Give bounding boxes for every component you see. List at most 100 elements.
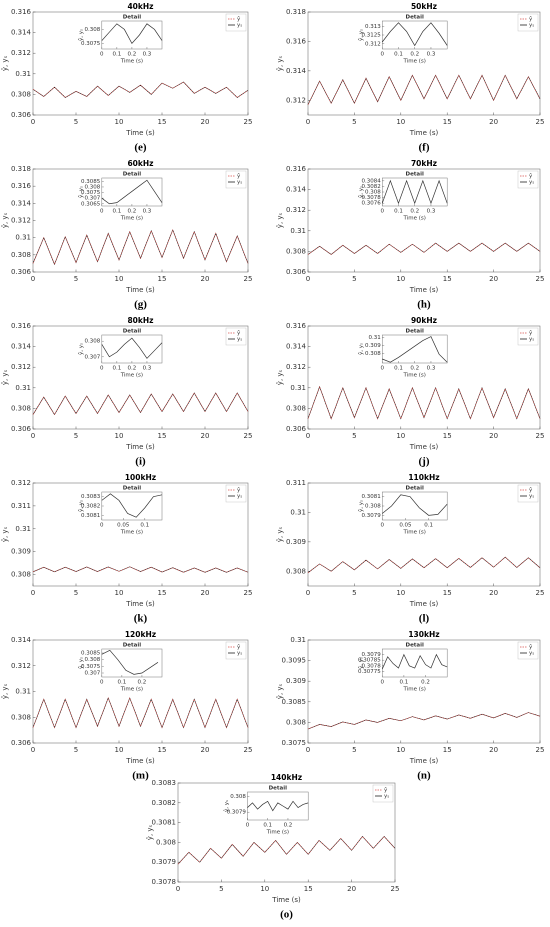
x-tick-label: 10 <box>396 118 405 126</box>
inset-x-tick-label: 0.1 <box>140 523 149 529</box>
inset-title: Detail <box>406 15 425 21</box>
y-tick-label: 0.3081 <box>152 819 177 827</box>
legend-box <box>517 13 539 32</box>
inset-x-tick-label: 0.3 <box>427 366 436 372</box>
legend-label: ŷ <box>529 644 533 651</box>
inset-y-tick-label: 0.309 <box>365 343 381 349</box>
y-tick-label: 0.318 <box>11 165 31 173</box>
x-tick-label: 0 <box>306 746 310 754</box>
x-axis-label: Time (s) <box>125 286 155 294</box>
x-axis-label: Time (s) <box>409 129 439 137</box>
legend-label: yₛ <box>529 337 534 343</box>
y-tick-label: 0.308 <box>286 247 306 255</box>
legend-label: ŷ <box>529 16 533 23</box>
inset-y-label: ŷ, yₛ <box>77 29 84 41</box>
inset-x-tick-label: 0 <box>100 52 104 58</box>
inset-title: Detail <box>406 329 425 335</box>
y-tick-label: 0.314 <box>11 343 32 351</box>
y-tick-label: 0.308 <box>11 571 31 579</box>
x-tick-label: 10 <box>396 275 405 283</box>
panel-label: (o) <box>280 909 293 921</box>
x-tick-label: 25 <box>536 275 545 283</box>
x-tick-label: 5 <box>352 275 356 283</box>
data-line <box>307 712 541 730</box>
y-axis-label: ŷ, yₛ <box>146 824 154 840</box>
legend-box <box>225 13 247 32</box>
panel-label: (l) <box>419 613 430 625</box>
inset-y-tick-label: 0.308 <box>230 794 246 800</box>
x-tick-label: 15 <box>304 885 313 893</box>
x-tick-label: 15 <box>158 746 167 754</box>
x-tick-label: 15 <box>158 275 167 283</box>
panel-label: (n) <box>417 770 431 782</box>
y-axis-label: ŷ, yₛ <box>1 369 9 385</box>
y-tick-label: 0.308 <box>11 90 31 98</box>
inset-title: Detail <box>269 786 288 792</box>
x-tick-label: 5 <box>352 589 356 597</box>
y-axis-label: ŷ, yₛ <box>1 55 9 71</box>
inset-x-tick-label: 0.3 <box>427 52 436 58</box>
legend-box <box>517 327 539 346</box>
y-tick-label: 0.306 <box>11 111 32 119</box>
inset-y-tick-label: 0.3084 <box>361 178 381 184</box>
x-tick-label: 0 <box>176 885 180 893</box>
data-line <box>307 74 541 105</box>
inset-area <box>381 20 448 50</box>
x-tick-label: 25 <box>244 432 253 440</box>
y-tick-label: 0.308 <box>11 404 31 412</box>
y-tick-label: 0.306 <box>286 425 307 433</box>
inset-y-tick-label: 0.31 <box>368 335 380 341</box>
inset-area <box>381 491 448 521</box>
x-tick-label: 25 <box>536 432 545 440</box>
y-tick-label: 0.308 <box>11 251 31 259</box>
legend-box <box>372 784 394 803</box>
inset-y-tick-label: 0.308 <box>85 339 101 345</box>
inset-y-tick-label: 0.3085 <box>81 179 101 185</box>
x-tick-label: 25 <box>391 885 400 893</box>
x-tick-label: 20 <box>201 118 210 126</box>
x-tick-label: 5 <box>74 589 78 597</box>
inset-y-tick-label: 0.3125 <box>361 33 381 39</box>
y-tick-label: 0.312 <box>286 363 306 371</box>
inset-x-tick-label: 0 <box>380 52 384 58</box>
x-tick-label: 15 <box>443 746 452 754</box>
inset-y-tick-label: 0.3083 <box>81 494 101 500</box>
x-tick-label: 5 <box>219 885 223 893</box>
y-tick-label: 0.309 <box>286 538 306 546</box>
chart-title: 110kHz <box>408 473 439 482</box>
inset-y-tick-label: 0.3079 <box>361 652 381 658</box>
x-tick-label: 25 <box>244 118 253 126</box>
data-line <box>177 835 396 865</box>
inset-line <box>101 337 163 359</box>
panel-label: (g) <box>134 299 147 311</box>
inset-y-label: ŷ, yₛ <box>77 343 84 355</box>
x-axis-label: Time (s) <box>409 757 439 765</box>
inset-x-tick-label: 0 <box>380 523 384 529</box>
x-tick-label: 20 <box>489 275 498 283</box>
x-tick-label: 20 <box>489 432 498 440</box>
legend-box <box>517 641 539 660</box>
y-axis-label: ŷ, yₛ <box>276 55 284 71</box>
y-axis-label: ŷ, yₛ <box>276 683 284 699</box>
inset-y-tick-label: 0.308 <box>365 504 381 510</box>
y-tick-label: 0.31 <box>290 508 306 516</box>
y-tick-label: 0.308 <box>286 404 306 412</box>
x-tick-label: 10 <box>396 432 405 440</box>
legend-label: yₛ <box>384 794 389 800</box>
inset-y-tick-label: 0.3081 <box>361 494 380 500</box>
x-tick-label: 15 <box>443 589 452 597</box>
panel-label: (f) <box>419 142 430 154</box>
inset-x-tick-label: 0.2 <box>410 52 419 58</box>
x-tick-label: 0 <box>306 589 310 597</box>
legend-label: yₛ <box>237 494 242 500</box>
x-tick-label: 0 <box>306 432 310 440</box>
x-tick-label: 20 <box>489 746 498 754</box>
inset-x-tick-label: 0.3 <box>143 366 152 372</box>
inset-y-tick-label: 0.3082 <box>361 184 380 190</box>
x-axis-label: Time (s) <box>409 443 439 451</box>
inset-area <box>101 177 163 207</box>
inset-x-label: Time (s) <box>403 530 426 536</box>
inset-x-tick-label: 0 <box>100 680 104 686</box>
y-tick-label: 0.312 <box>11 49 31 57</box>
inset-y-tick-label: 0.30775 <box>358 669 381 675</box>
